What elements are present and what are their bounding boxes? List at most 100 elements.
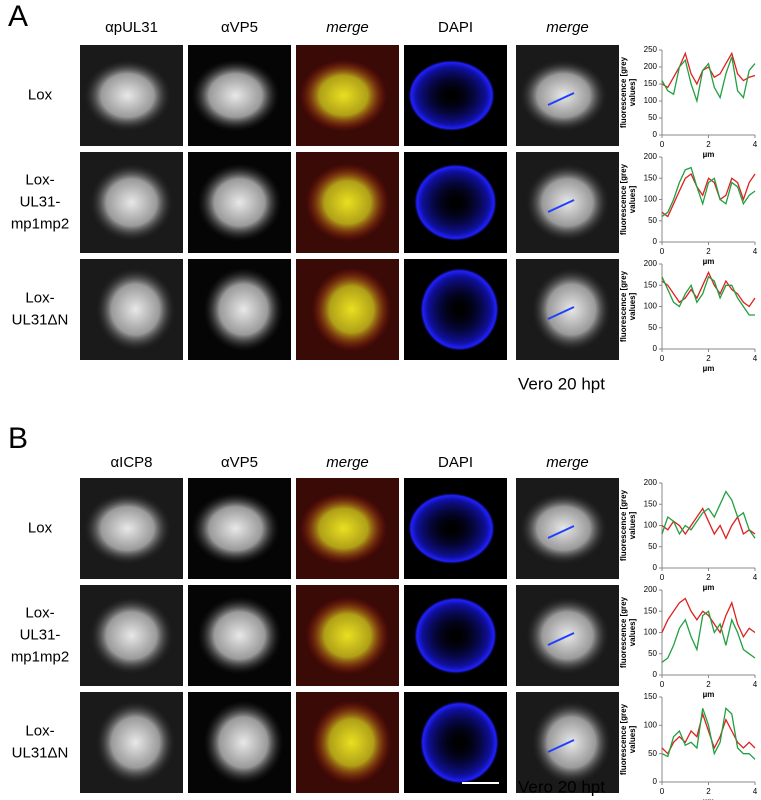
y-tick-label: 150 bbox=[644, 173, 658, 182]
x-tick-label: 0 bbox=[660, 680, 665, 689]
profile-line bbox=[547, 632, 575, 646]
y-tick-label: 0 bbox=[653, 563, 658, 572]
column-header: αICP8 bbox=[110, 454, 152, 471]
nucleus bbox=[203, 700, 284, 785]
y-axis-label: fluorescence [grey bbox=[619, 489, 628, 561]
profile-series bbox=[661, 490, 756, 539]
nucleus bbox=[89, 163, 174, 242]
profile-line bbox=[547, 306, 575, 320]
x-tick-label: 4 bbox=[753, 680, 758, 689]
y-tick-label: 100 bbox=[644, 96, 658, 105]
profile-line bbox=[547, 199, 575, 213]
y-tick-label: 100 bbox=[644, 195, 658, 204]
y-axis-label: values] bbox=[628, 511, 637, 539]
row-label: UL31- bbox=[20, 193, 61, 210]
y-axis-label: fluorescence [grey bbox=[619, 703, 628, 775]
nucleus bbox=[197, 596, 282, 675]
column-header: merge bbox=[546, 19, 589, 36]
x-tick-label: 2 bbox=[706, 354, 711, 363]
nucleus bbox=[531, 267, 612, 352]
nucleus bbox=[519, 492, 608, 565]
y-tick-label: 100 bbox=[644, 628, 658, 637]
y-tick-label: 150 bbox=[644, 499, 658, 508]
nucleus bbox=[83, 492, 172, 565]
x-tick-label: 4 bbox=[753, 787, 758, 796]
column-header: αpUL31 bbox=[105, 19, 158, 36]
profile-series bbox=[661, 507, 756, 540]
y-axis-label: fluorescence [grey bbox=[619, 596, 628, 668]
y-axis-label: fluorescence [grey bbox=[619, 56, 628, 128]
y-axis-label: values] bbox=[628, 78, 637, 106]
nucleus bbox=[407, 59, 496, 132]
x-tick-label: 0 bbox=[660, 573, 665, 582]
row-label: UL31- bbox=[20, 626, 61, 643]
column-header: DAPI bbox=[438, 19, 473, 36]
row-label: Lox- bbox=[25, 289, 54, 306]
row-label: Lox- bbox=[25, 171, 54, 188]
x-tick-label: 2 bbox=[706, 247, 711, 256]
nucleus bbox=[413, 163, 498, 242]
y-tick-label: 50 bbox=[648, 649, 657, 658]
column-header: merge bbox=[326, 454, 369, 471]
nucleus bbox=[95, 267, 176, 352]
nucleus bbox=[305, 163, 390, 242]
y-tick-label: 150 bbox=[644, 79, 658, 88]
y-axis-label: values] bbox=[628, 725, 637, 753]
nucleus bbox=[191, 492, 280, 565]
y-tick-label: 200 bbox=[644, 585, 658, 594]
y-tick-label: 200 bbox=[644, 259, 658, 268]
nucleus bbox=[531, 700, 612, 785]
x-tick-label: 2 bbox=[706, 573, 711, 582]
y-axis-label: values] bbox=[628, 185, 637, 213]
panel-label: A bbox=[8, 0, 28, 33]
x-axis-label: µm bbox=[703, 797, 715, 800]
y-tick-label: 200 bbox=[644, 62, 658, 71]
y-tick-label: 0 bbox=[653, 777, 658, 786]
x-tick-label: 4 bbox=[753, 354, 758, 363]
row-label: UL31ΔN bbox=[12, 311, 69, 328]
row-label: mp1mp2 bbox=[11, 648, 69, 665]
y-tick-label: 150 bbox=[644, 280, 658, 289]
profile-line bbox=[547, 92, 575, 106]
row-label: Lox- bbox=[25, 604, 54, 621]
y-axis-label: fluorescence [grey bbox=[619, 163, 628, 235]
x-tick-label: 0 bbox=[660, 247, 665, 256]
x-tick-label: 4 bbox=[753, 573, 758, 582]
row-label: Lox bbox=[28, 519, 53, 536]
x-axis-label: µm bbox=[703, 257, 715, 266]
nucleus bbox=[311, 700, 392, 785]
nucleus bbox=[95, 700, 176, 785]
profile-line bbox=[547, 525, 575, 539]
nucleus bbox=[413, 596, 498, 675]
y-tick-label: 50 bbox=[648, 542, 657, 551]
x-tick-label: 0 bbox=[660, 354, 665, 363]
y-tick-label: 150 bbox=[644, 692, 658, 701]
nucleus bbox=[89, 596, 174, 675]
x-axis-label: µm bbox=[703, 364, 715, 373]
x-tick-label: 0 bbox=[660, 787, 665, 796]
profile-series bbox=[661, 597, 756, 639]
x-axis-label: µm bbox=[703, 150, 715, 159]
nucleus bbox=[197, 163, 282, 242]
y-tick-label: 250 bbox=[644, 45, 658, 54]
nucleus bbox=[305, 596, 390, 675]
profile-line bbox=[547, 739, 575, 753]
row-label: UL31ΔN bbox=[12, 744, 69, 761]
profile-series bbox=[661, 172, 756, 218]
y-tick-label: 0 bbox=[653, 670, 658, 679]
x-tick-label: 4 bbox=[753, 140, 758, 149]
profile-series bbox=[661, 610, 756, 663]
row-label: Lox- bbox=[25, 722, 54, 739]
x-tick-label: 2 bbox=[706, 787, 711, 796]
y-tick-label: 100 bbox=[644, 720, 658, 729]
profile-series bbox=[661, 270, 756, 308]
y-tick-label: 50 bbox=[648, 113, 657, 122]
nucleus bbox=[419, 267, 500, 352]
y-tick-label: 50 bbox=[648, 749, 657, 758]
profile-series bbox=[661, 706, 756, 760]
nucleus bbox=[407, 492, 496, 565]
y-axis-label: fluorescence [grey bbox=[619, 270, 628, 342]
y-tick-label: 200 bbox=[644, 152, 658, 161]
column-header: αVP5 bbox=[221, 19, 258, 36]
nucleus bbox=[191, 59, 280, 132]
